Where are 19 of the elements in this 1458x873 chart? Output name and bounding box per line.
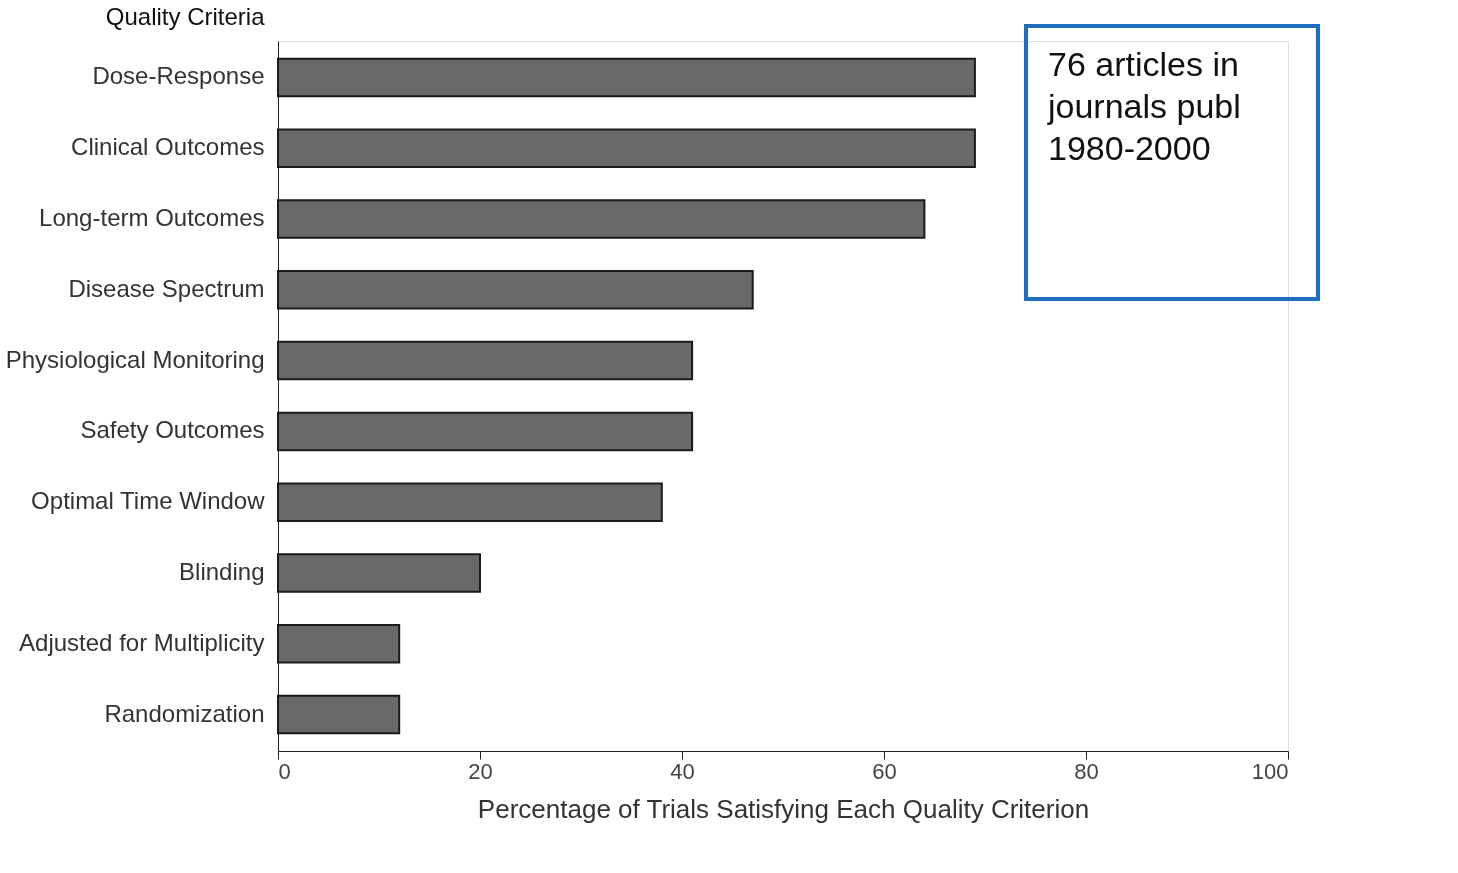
x-tick-label: 0 (278, 758, 291, 784)
x-tick-label: 20 (468, 758, 493, 784)
x-tick-label: 80 (1074, 758, 1099, 784)
y-tick-label: Disease Spectrum (68, 274, 265, 302)
y-tick-label: Optimal Time Window (31, 487, 266, 515)
y-tick-label: Long-term Outcomes (39, 204, 265, 232)
y-tick-label: Randomization (104, 699, 265, 727)
y-tick-label: Blinding (179, 557, 265, 585)
y-tick-label: Physiological Monitoring (5, 345, 265, 373)
x-tick-label: 60 (872, 758, 897, 784)
x-tick-label: 40 (670, 758, 695, 784)
y-tick-label: Adjusted for Multiplicity (19, 628, 265, 656)
y-tick-label: Dose-Response (92, 62, 265, 90)
y-axis-title: Quality Criteria (105, 2, 266, 30)
x-tick-label: 100 (1251, 758, 1289, 784)
annotation: 76 articles in journals publ 1980-2000 (1047, 45, 1241, 167)
y-tick-label: Clinical Outcomes (71, 133, 265, 161)
x-axis-title: Percentage of Trials Satisfying Each Quality Criterion (477, 793, 1090, 824)
y-tick-label: Safety Outcomes (80, 416, 265, 444)
